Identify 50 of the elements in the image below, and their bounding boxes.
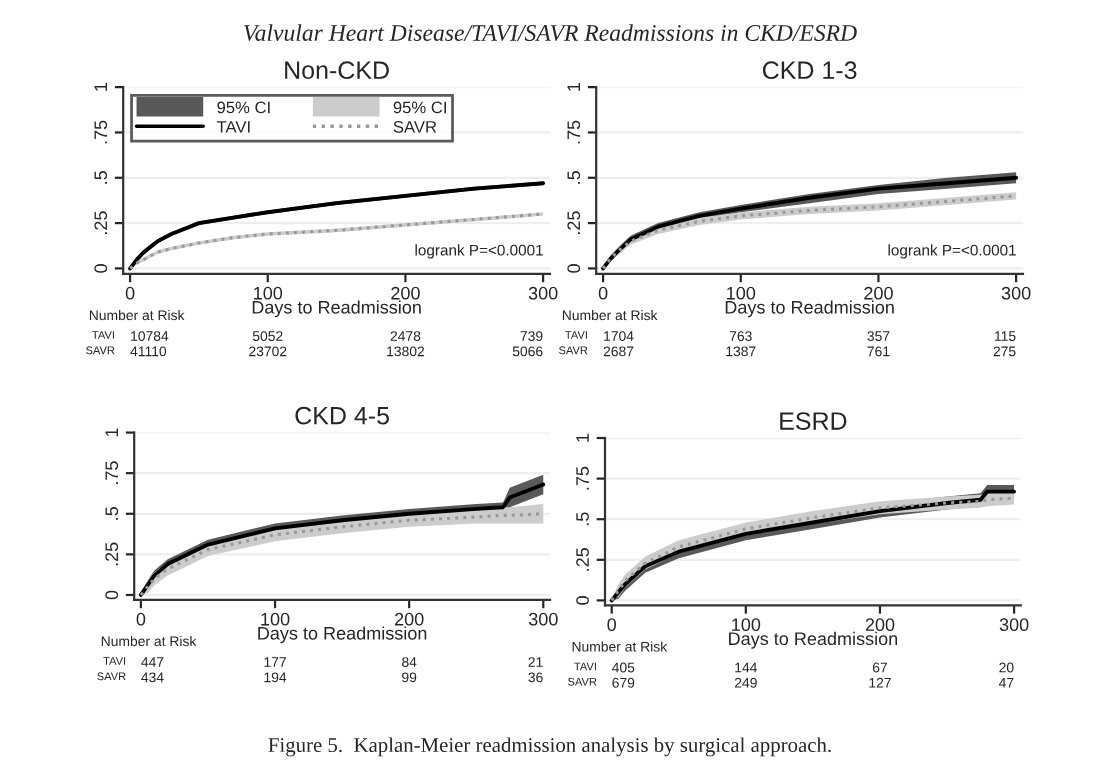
text: Valvular Heart Disease/TAVI/SAVR Readmissions in CKD/ESRD xyxy=(244,24,857,42)
caption: Figure 5. Kaplan-Meier readmission analysis by surgical approach. xyxy=(268,737,831,757)
x-tick-label: 300 xyxy=(1001,286,1031,300)
y-tick-label: 1 xyxy=(105,428,118,437)
x-axis-title: Days to Readmission xyxy=(252,300,421,318)
chart-title: Non-CKD xyxy=(285,61,389,80)
y-tick-label: 1 xyxy=(576,433,589,442)
x-tick-label: 200 xyxy=(864,286,893,300)
y-tick-label: .75 xyxy=(94,120,108,144)
y-tick-label: 0 xyxy=(576,596,589,605)
annotation: 95% CI xyxy=(217,101,270,114)
x-tick-label: 300 xyxy=(999,618,1029,632)
x-tick-label: 0 xyxy=(125,286,135,300)
y-tick-label: .25 xyxy=(94,211,108,234)
chart-title: ESRD xyxy=(780,412,847,430)
annotation: 95% CI xyxy=(393,101,446,114)
x-tick-label: 300 xyxy=(528,286,558,300)
x-axis-title: Days to Readmission xyxy=(258,626,427,644)
x-tick-label: 100 xyxy=(261,612,290,626)
y-tick-label: 1 xyxy=(567,83,580,91)
y-tick-label: .25 xyxy=(105,542,119,566)
y-tick-label: .75 xyxy=(105,461,119,485)
legend-label: TAVI xyxy=(216,121,250,133)
x-tick-label: 100 xyxy=(254,286,283,300)
y-tick-label: .75 xyxy=(576,466,589,490)
x-tick-label: 200 xyxy=(391,286,420,300)
y-tick-label: .25 xyxy=(567,211,581,234)
x-tick-label: 200 xyxy=(395,612,424,626)
y-tick-label: .75 xyxy=(567,120,581,144)
x-tick-label: 200 xyxy=(865,618,895,632)
y-tick-label: 0 xyxy=(567,264,581,273)
x-tick-label: 0 xyxy=(136,612,146,626)
y-tick-label: 0 xyxy=(105,590,119,600)
x-axis-title: Days to Readmission xyxy=(729,631,898,649)
y-tick-label: 1 xyxy=(94,83,107,91)
x-tick-label: 100 xyxy=(727,286,756,300)
x-tick-label: 300 xyxy=(528,612,558,626)
y-tick-label: 0 xyxy=(94,264,108,273)
y-tick-label: .5 xyxy=(94,171,108,184)
y-tick-label: .5 xyxy=(567,171,581,184)
x-tick-label: 100 xyxy=(732,618,761,632)
chart-title: CKD 4-5 xyxy=(295,406,389,425)
x-tick-label: 0 xyxy=(598,286,608,300)
chart-title: CKD 1-3 xyxy=(762,61,857,80)
x-tick-label: 0 xyxy=(607,618,617,632)
legend-label: SAVR xyxy=(393,120,437,133)
y-tick-label: .25 xyxy=(576,548,589,571)
x-axis-title: Days to Readmission xyxy=(725,300,894,318)
y-tick-label: .5 xyxy=(105,506,119,520)
y-tick-label: .5 xyxy=(576,512,589,526)
